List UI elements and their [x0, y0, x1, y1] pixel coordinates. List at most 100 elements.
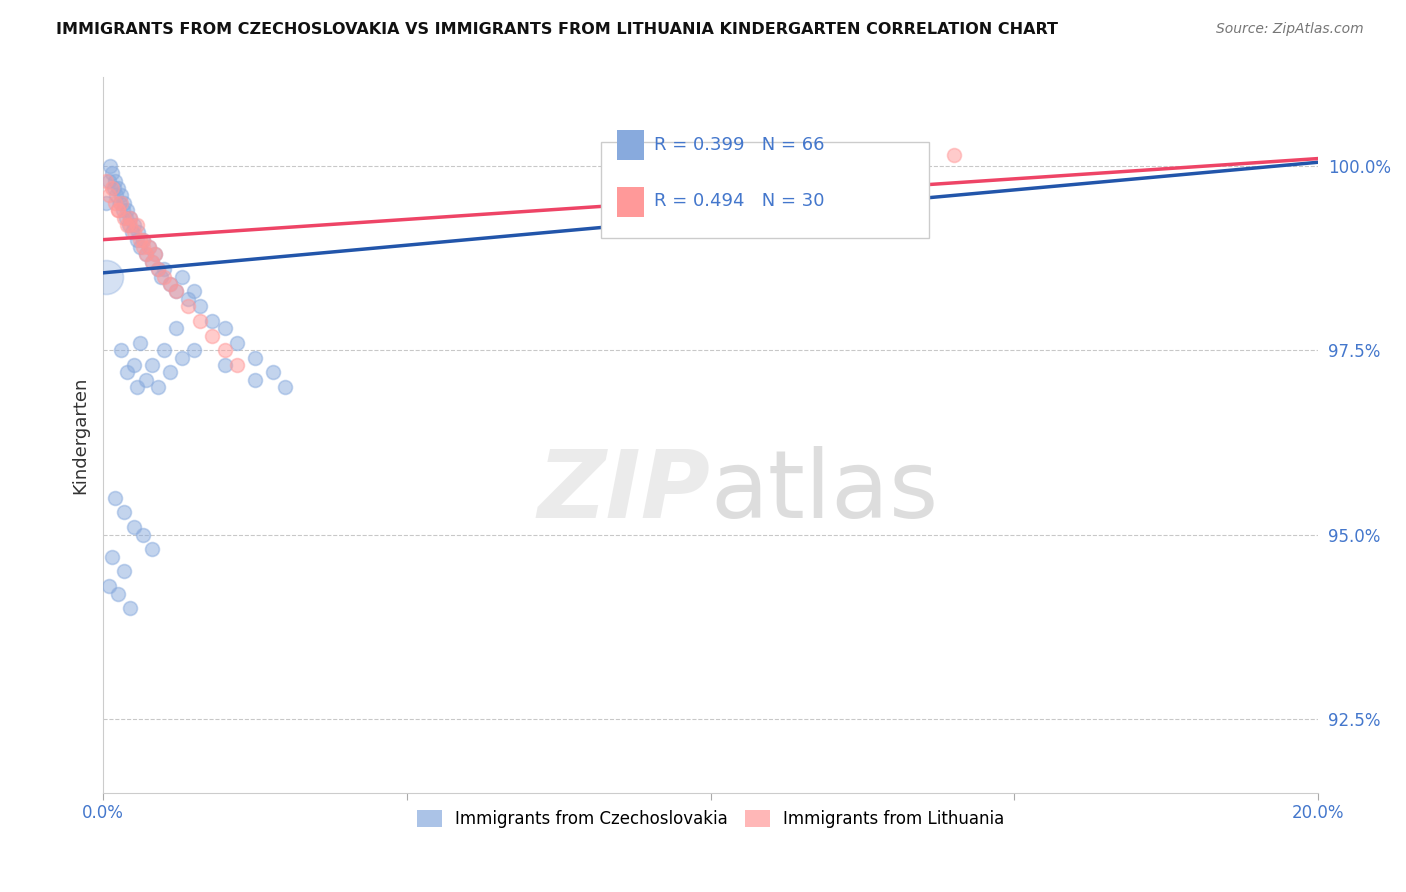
Point: [146, 262, 169, 277]
Point: [153, 269, 176, 284]
Point: [120, 601, 142, 615]
Point: [135, 247, 157, 261]
Point: [122, 225, 145, 239]
Point: [98, 579, 121, 593]
Point: [214, 321, 236, 335]
Point: [107, 586, 129, 600]
Point: [201, 328, 224, 343]
Point: [141, 254, 163, 268]
Point: [165, 321, 187, 335]
Bar: [617, 129, 644, 160]
Text: R = 0.399   N = 66: R = 0.399 N = 66: [654, 136, 824, 154]
Point: [100, 159, 122, 173]
Point: [131, 233, 153, 247]
Point: [125, 380, 148, 394]
Point: [104, 195, 127, 210]
Point: [110, 195, 132, 210]
Text: R = 0.494   N = 30: R = 0.494 N = 30: [654, 192, 824, 211]
Point: [120, 211, 142, 225]
Point: [107, 203, 129, 218]
Point: [153, 262, 176, 277]
Point: [141, 542, 163, 557]
Point: [120, 218, 142, 232]
Point: [101, 181, 124, 195]
Point: [201, 314, 224, 328]
Point: [172, 269, 194, 284]
Point: [110, 343, 132, 358]
Point: [117, 203, 139, 218]
Point: [96, 195, 118, 210]
Point: [149, 269, 172, 284]
Point: [96, 269, 118, 284]
Point: [172, 351, 194, 365]
Point: [188, 299, 211, 313]
Point: [120, 211, 142, 225]
Point: [138, 240, 160, 254]
FancyBboxPatch shape: [602, 142, 929, 238]
Point: [942, 148, 965, 162]
Point: [112, 211, 135, 225]
Point: [146, 262, 169, 277]
Text: ZIP: ZIP: [538, 446, 710, 538]
Point: [110, 188, 132, 202]
Point: [131, 240, 153, 254]
Point: [225, 358, 247, 372]
Point: [214, 343, 236, 358]
Point: [122, 218, 145, 232]
Point: [128, 240, 150, 254]
Point: [108, 195, 131, 210]
Point: [104, 174, 127, 188]
Point: [101, 166, 124, 180]
Point: [146, 380, 169, 394]
Point: [177, 299, 200, 313]
Point: [115, 211, 138, 225]
Point: [165, 285, 187, 299]
Y-axis label: Kindergarten: Kindergarten: [72, 376, 89, 494]
Point: [131, 527, 153, 541]
Point: [117, 218, 139, 232]
Point: [135, 373, 157, 387]
Point: [112, 506, 135, 520]
Point: [127, 225, 149, 239]
Point: [101, 549, 124, 564]
Point: [177, 292, 200, 306]
Point: [125, 218, 148, 232]
Point: [104, 491, 127, 505]
Point: [159, 365, 181, 379]
Point: [121, 225, 143, 239]
Point: [105, 188, 128, 202]
Point: [111, 203, 134, 218]
Point: [96, 174, 118, 188]
Point: [138, 240, 160, 254]
Point: [153, 343, 176, 358]
Point: [125, 233, 148, 247]
Point: [165, 285, 187, 299]
Bar: [617, 186, 644, 217]
Text: atlas: atlas: [710, 446, 939, 538]
Point: [188, 314, 211, 328]
Point: [274, 380, 297, 394]
Point: [183, 343, 205, 358]
Point: [183, 285, 205, 299]
Point: [112, 565, 135, 579]
Point: [122, 520, 145, 534]
Point: [143, 247, 166, 261]
Point: [159, 277, 181, 291]
Text: IMMIGRANTS FROM CZECHOSLOVAKIA VS IMMIGRANTS FROM LITHUANIA KINDERGARTEN CORRELA: IMMIGRANTS FROM CZECHOSLOVAKIA VS IMMIGR…: [56, 22, 1059, 37]
Point: [225, 335, 247, 350]
Point: [135, 247, 157, 261]
Point: [141, 358, 163, 372]
Point: [243, 373, 266, 387]
Point: [122, 358, 145, 372]
Point: [98, 174, 121, 188]
Point: [159, 277, 181, 291]
Point: [128, 233, 150, 247]
Point: [128, 335, 150, 350]
Point: [103, 181, 125, 195]
Legend: Immigrants from Czechoslovakia, Immigrants from Lithuania: Immigrants from Czechoslovakia, Immigran…: [411, 803, 1011, 834]
Point: [117, 365, 139, 379]
Point: [214, 358, 236, 372]
Point: [107, 203, 129, 218]
Point: [107, 181, 129, 195]
Point: [98, 188, 121, 202]
